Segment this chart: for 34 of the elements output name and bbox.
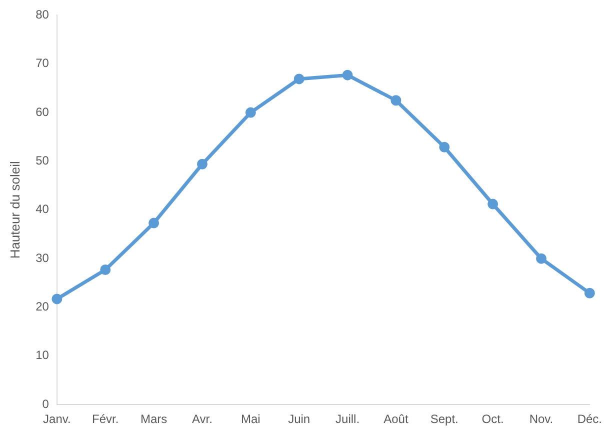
x-tick-label: Mai: [240, 412, 260, 426]
x-tick-label: Déc.: [577, 412, 602, 426]
y-tick-label: 70: [36, 56, 50, 70]
y-tick-label: 10: [36, 348, 50, 362]
y-tick-label: 80: [36, 8, 50, 22]
y-tick-label: 50: [36, 154, 50, 168]
point: [536, 253, 546, 264]
y-tick-label: 30: [36, 250, 50, 265]
point: [100, 264, 111, 276]
point: [245, 107, 256, 118]
x-tick-label: Juin: [288, 412, 310, 426]
point: [342, 70, 353, 80]
y-axis-title: Hauteur du soleil: [7, 161, 22, 259]
point: [584, 288, 595, 298]
x-tick-label: Avr.: [192, 412, 212, 426]
point: [439, 142, 450, 152]
x-tick-label: Sept.: [430, 412, 458, 426]
point: [390, 95, 402, 106]
point: [148, 218, 160, 228]
y-tick-label: 60: [36, 104, 50, 119]
point: [294, 74, 304, 84]
x-tick-label: Janv.: [43, 412, 71, 426]
x-tick-label: Oct.: [482, 412, 504, 426]
y-tick-label: 40: [36, 202, 50, 216]
point: [488, 198, 498, 210]
point: [52, 294, 62, 304]
x-tick-label: Févr.: [92, 412, 119, 426]
y-tick-label: 0: [42, 396, 50, 411]
x-tick-label: Août: [384, 412, 409, 426]
point: [196, 158, 208, 170]
x-tick-label: Mars: [140, 412, 168, 426]
x-tick-label: Juill.: [336, 412, 360, 426]
y-tick-label: 20: [36, 300, 50, 314]
x-tick-label: Nov.: [529, 412, 554, 426]
